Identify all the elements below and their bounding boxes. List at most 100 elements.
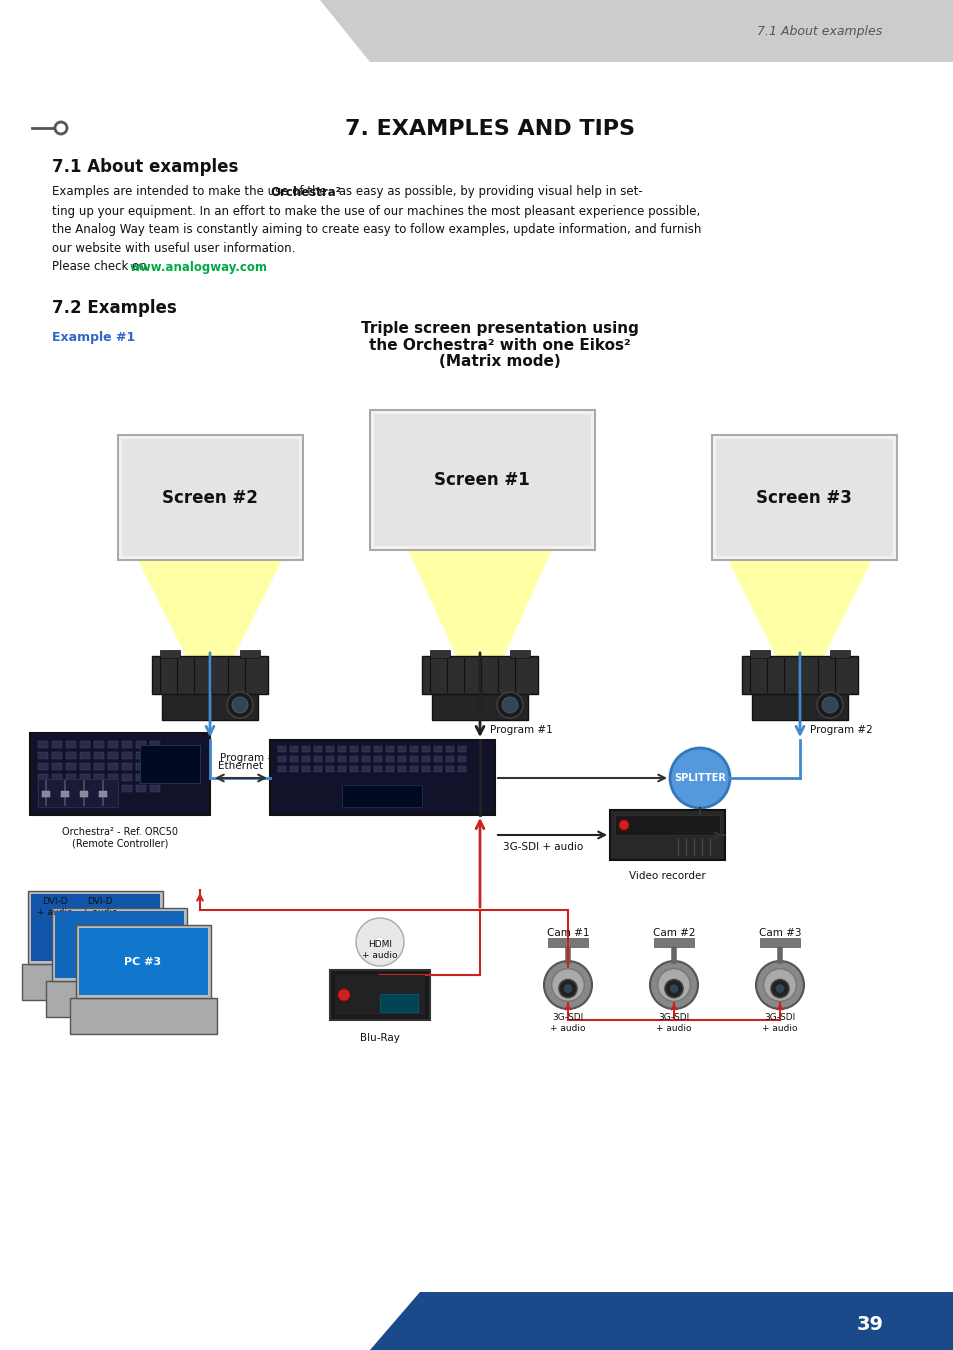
- Text: PC #1: PC #1: [76, 923, 113, 933]
- Bar: [61, 791, 69, 796]
- Bar: [38, 784, 48, 792]
- Bar: [94, 741, 104, 748]
- Text: 3G-SDI
+ audio: 3G-SDI + audio: [550, 1014, 585, 1033]
- Circle shape: [551, 969, 583, 1002]
- Text: DVI-D
+ audio: DVI-D + audio: [82, 898, 117, 917]
- Bar: [326, 756, 334, 761]
- Bar: [108, 741, 118, 748]
- Circle shape: [501, 697, 517, 713]
- Bar: [28, 891, 163, 964]
- Bar: [397, 765, 406, 772]
- Bar: [711, 435, 896, 560]
- Bar: [122, 774, 132, 782]
- Circle shape: [775, 984, 783, 992]
- Circle shape: [816, 693, 842, 718]
- Text: DVI-D
+ audio: DVI-D + audio: [131, 913, 166, 931]
- Text: Triple screen presentation using: Triple screen presentation using: [360, 320, 639, 336]
- Bar: [160, 649, 180, 657]
- Bar: [52, 774, 62, 782]
- Bar: [38, 741, 48, 748]
- Text: Screen #1: Screen #1: [434, 471, 529, 489]
- Text: Blu-Ray: Blu-Ray: [359, 1033, 399, 1044]
- Bar: [434, 747, 441, 752]
- Bar: [326, 747, 334, 752]
- Bar: [615, 815, 720, 836]
- Bar: [314, 747, 322, 752]
- Bar: [277, 756, 286, 761]
- Bar: [108, 784, 118, 792]
- Polygon shape: [138, 560, 282, 660]
- Text: Please check on: Please check on: [52, 261, 151, 274]
- Bar: [410, 765, 417, 772]
- Text: 39: 39: [856, 1315, 882, 1334]
- Bar: [270, 740, 495, 815]
- Bar: [760, 938, 800, 946]
- Bar: [240, 649, 260, 657]
- Text: Orchestra² - Ref. ORC50: Orchestra² - Ref. ORC50: [62, 828, 178, 837]
- Bar: [150, 752, 160, 759]
- Bar: [716, 439, 892, 556]
- Text: 3G-SDI
+ audio: 3G-SDI + audio: [656, 1014, 691, 1033]
- Bar: [122, 763, 132, 769]
- Bar: [122, 439, 298, 556]
- Bar: [150, 774, 160, 782]
- Text: Program #1: Program #1: [490, 725, 552, 734]
- Text: Example #1: Example #1: [52, 331, 135, 343]
- Text: 7.2 Examples: 7.2 Examples: [52, 298, 176, 317]
- Bar: [337, 747, 346, 752]
- Circle shape: [821, 697, 837, 713]
- Bar: [52, 763, 62, 769]
- Bar: [361, 765, 370, 772]
- Bar: [108, 763, 118, 769]
- Bar: [118, 435, 303, 560]
- Bar: [434, 765, 441, 772]
- Bar: [314, 756, 322, 761]
- Bar: [410, 747, 417, 752]
- Text: Orchestra²: Orchestra²: [270, 185, 341, 198]
- Text: Ethernet: Ethernet: [218, 761, 263, 771]
- Bar: [337, 765, 346, 772]
- Text: Cam #1: Cam #1: [546, 927, 589, 938]
- Bar: [80, 741, 90, 748]
- Bar: [66, 763, 76, 769]
- Circle shape: [375, 937, 385, 946]
- Bar: [314, 765, 322, 772]
- Bar: [446, 765, 454, 772]
- Text: PC #2: PC #2: [100, 940, 137, 950]
- Bar: [122, 752, 132, 759]
- Circle shape: [664, 980, 682, 998]
- Text: 7.1 About examples: 7.1 About examples: [52, 158, 238, 176]
- Bar: [341, 784, 421, 807]
- Bar: [337, 756, 346, 761]
- Text: PLAY▶: PLAY▶: [355, 992, 375, 998]
- Bar: [350, 747, 357, 752]
- Text: 3G-SDI
+ audio: 3G-SDI + audio: [761, 1014, 797, 1033]
- Bar: [66, 741, 76, 748]
- Bar: [410, 756, 417, 761]
- Bar: [446, 747, 454, 752]
- Circle shape: [669, 984, 678, 992]
- Bar: [80, 774, 90, 782]
- Text: Cam #3: Cam #3: [758, 927, 801, 938]
- Bar: [38, 779, 118, 807]
- Bar: [80, 752, 90, 759]
- Text: (Matrix mode): (Matrix mode): [438, 355, 560, 370]
- Bar: [302, 765, 310, 772]
- Bar: [94, 752, 104, 759]
- Text: Cam #2: Cam #2: [652, 927, 695, 938]
- Bar: [609, 810, 724, 860]
- Bar: [361, 756, 370, 761]
- Bar: [94, 763, 104, 769]
- Bar: [136, 784, 146, 792]
- Bar: [290, 756, 297, 761]
- Text: Program #2: Program #2: [809, 725, 872, 734]
- Text: HDMI
+ audio: HDMI + audio: [362, 941, 397, 960]
- Bar: [397, 747, 406, 752]
- Circle shape: [337, 990, 350, 1000]
- Bar: [350, 756, 357, 761]
- Circle shape: [657, 969, 690, 1002]
- Bar: [350, 765, 357, 772]
- Circle shape: [649, 961, 698, 1008]
- Text: www.analogway.com: www.analogway.com: [130, 261, 268, 274]
- Bar: [654, 938, 693, 946]
